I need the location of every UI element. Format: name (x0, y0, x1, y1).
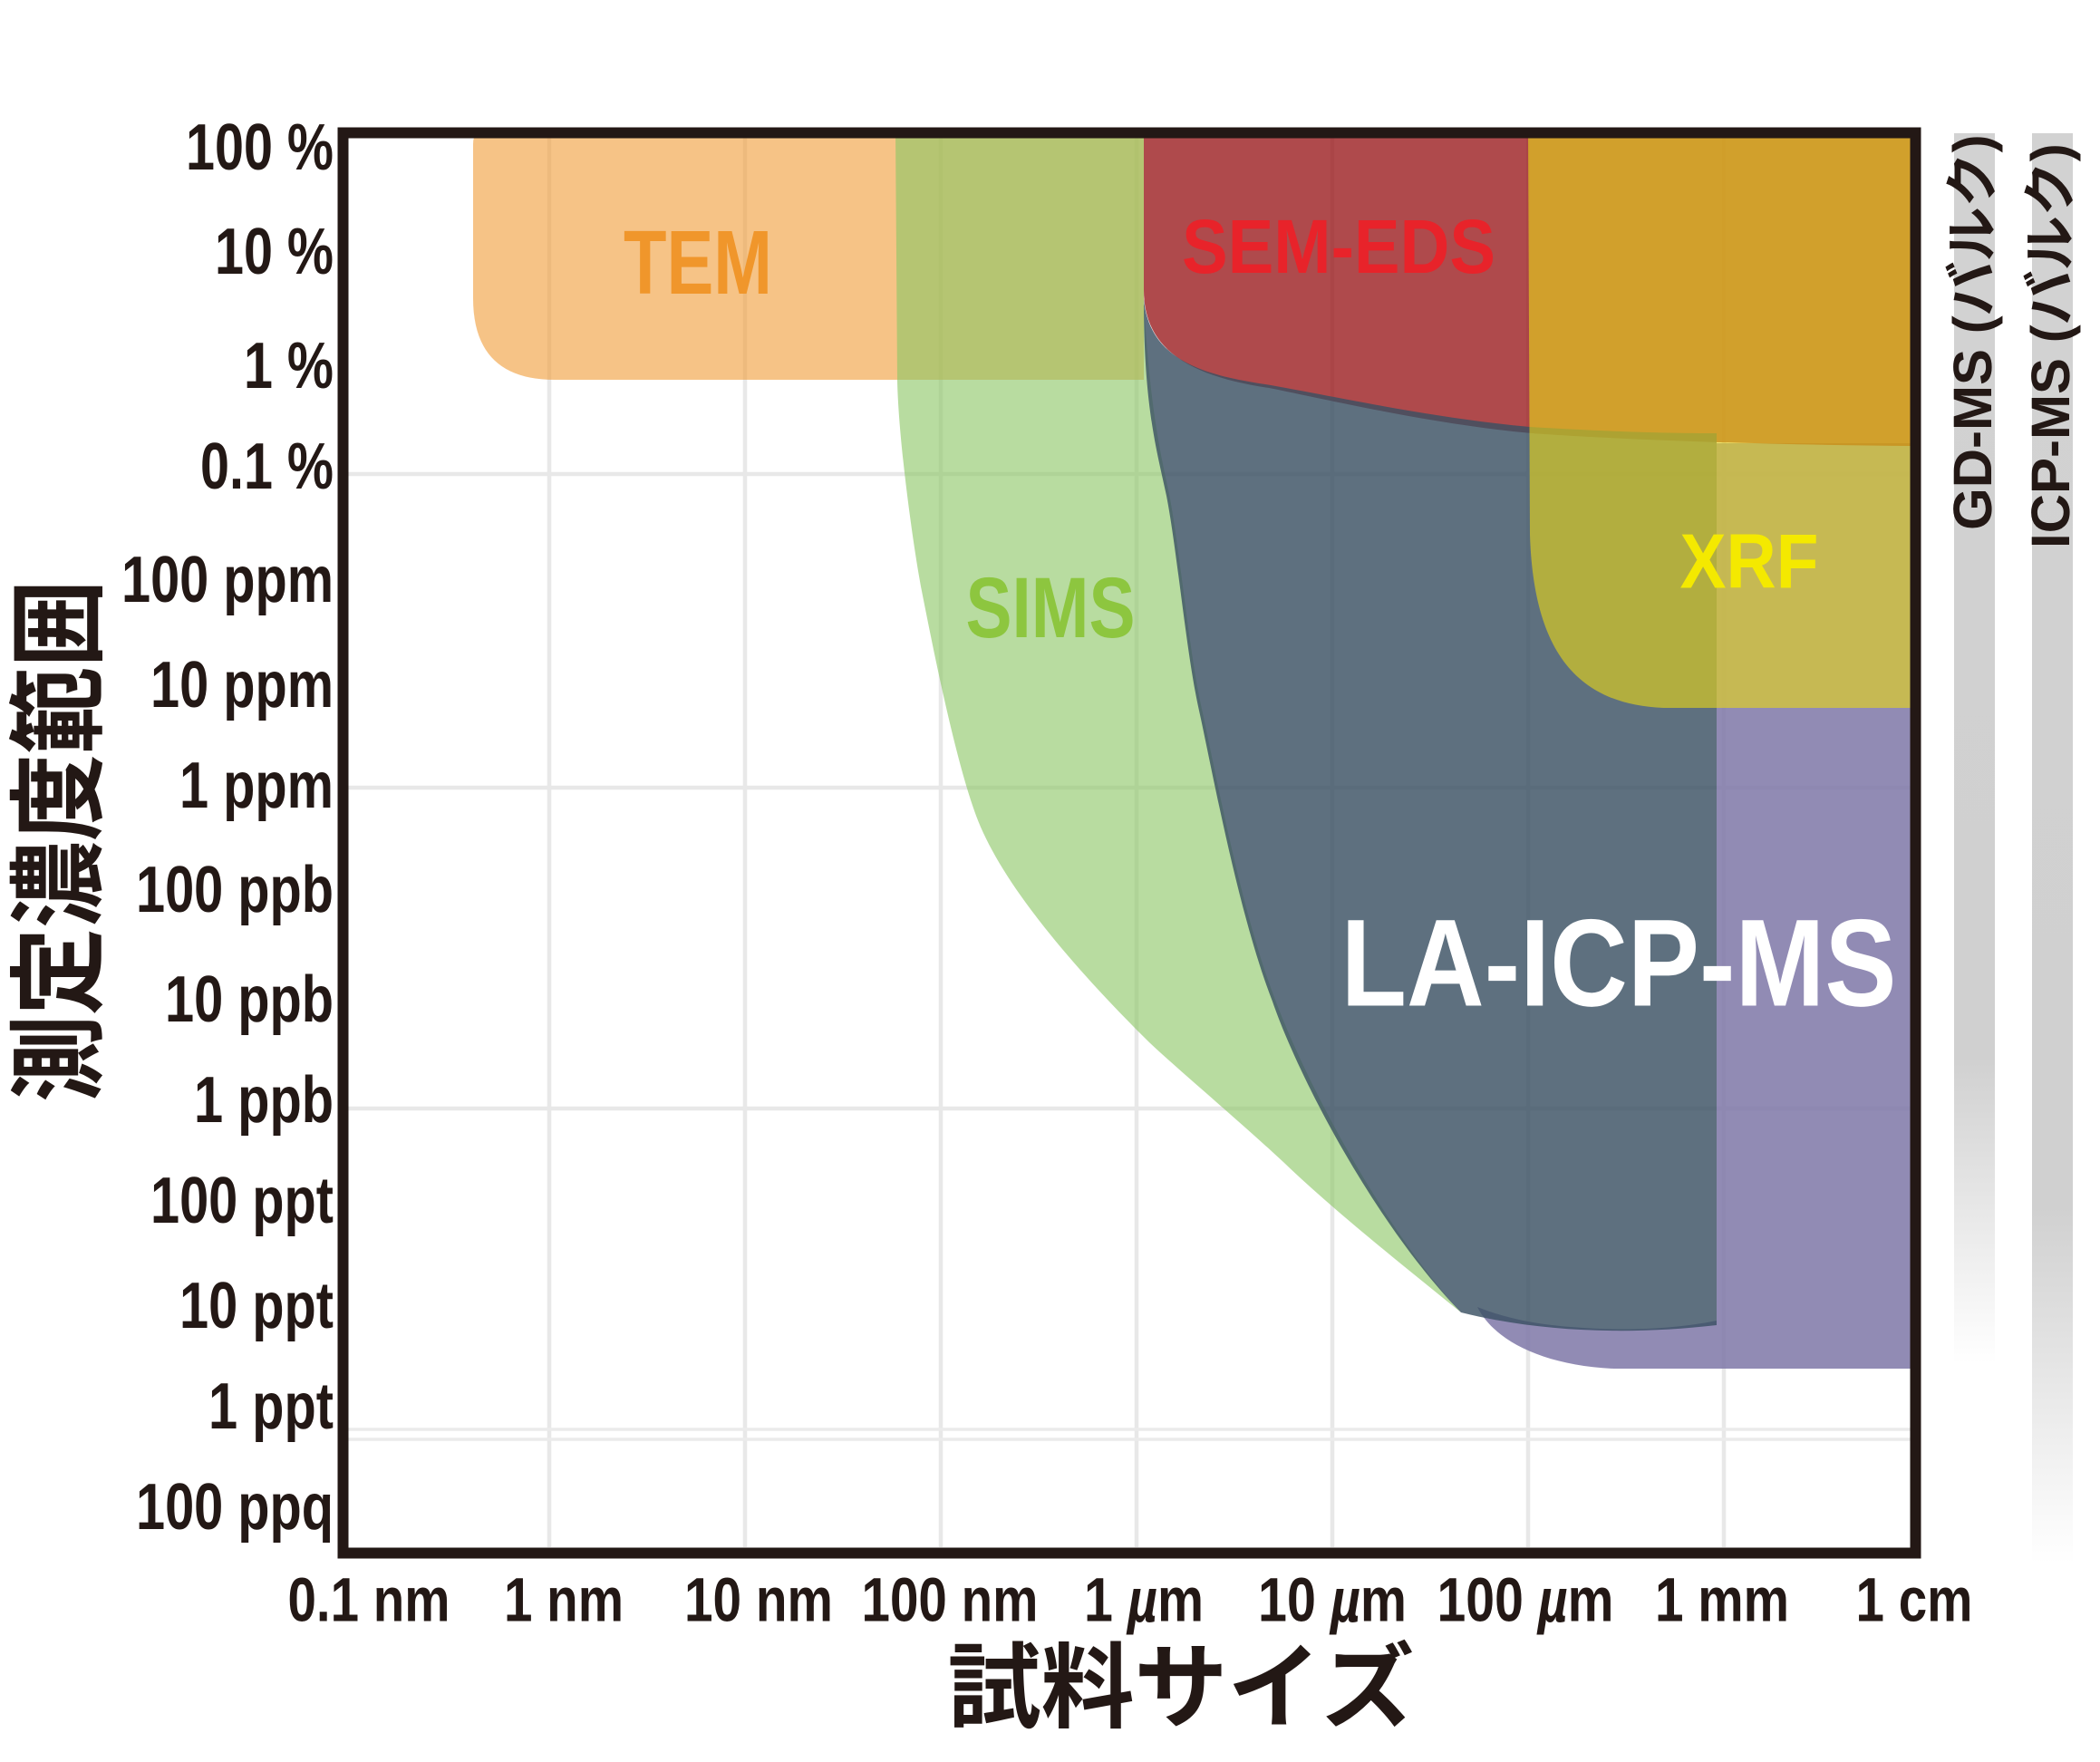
svg-text:XRF: XRF (1680, 519, 1819, 605)
svg-text:100 ppm: 100 ppm (121, 544, 334, 616)
svg-text:10 ppm: 10 ppm (150, 649, 334, 721)
svg-text:100 ppq: 100 ppq (136, 1471, 334, 1544)
svg-text:100 ppt: 100 ppt (150, 1165, 334, 1237)
svg-text:1 %: 1 % (244, 330, 334, 402)
svg-text:SEM-EDS: SEM-EDS (1182, 204, 1495, 289)
svg-text:1 cm: 1 cm (1856, 1565, 1973, 1635)
svg-text:10 nm: 10 nm (684, 1565, 833, 1635)
svg-text:1 µm: 1 µm (1084, 1565, 1204, 1635)
svg-text:100 nm: 100 nm (862, 1565, 1039, 1635)
svg-text:0.1 %: 0.1 % (200, 431, 334, 503)
svg-text:10 µm: 10 µm (1258, 1565, 1407, 1635)
svg-text:100 ppb: 100 ppb (136, 854, 334, 926)
svg-text:0.1 nm: 0.1 nm (288, 1565, 450, 1635)
svg-text:1 ppt: 1 ppt (208, 1370, 334, 1443)
svg-text:10 ppt: 10 ppt (179, 1270, 334, 1342)
svg-text:1 mm: 1 mm (1655, 1565, 1789, 1635)
svg-text:100 µm: 100 µm (1437, 1565, 1614, 1635)
svg-text:1 ppm: 1 ppm (179, 750, 334, 822)
svg-text:10 %: 10 % (215, 216, 334, 288)
svg-text:10 ppb: 10 ppb (165, 963, 334, 1036)
svg-text:1 nm: 1 nm (504, 1565, 624, 1635)
svg-text:100 %: 100 % (186, 111, 334, 184)
svg-text:1 ppb: 1 ppb (194, 1064, 334, 1137)
svg-text:LA-ICP-MS: LA-ICP-MS (1341, 895, 1897, 1033)
svg-text:SIMS: SIMS (966, 560, 1136, 656)
svg-text:TEM: TEM (624, 212, 772, 314)
